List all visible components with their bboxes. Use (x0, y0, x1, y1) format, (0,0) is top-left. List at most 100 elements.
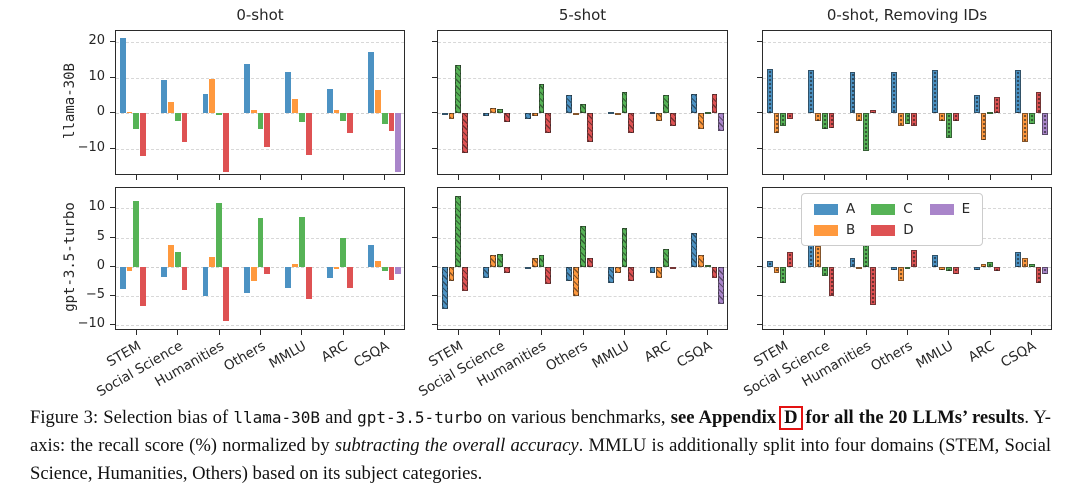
ytick-mark-y10 (757, 207, 762, 209)
bar-B-MMLU (939, 266, 946, 270)
subplot-llama-30B-5-shot (437, 30, 728, 175)
bar-C-STEM (133, 113, 140, 130)
row-label-llama-30B: llama-30B (62, 62, 78, 139)
bar-B-MMLU (292, 99, 299, 114)
bar-A-STEM (119, 266, 126, 289)
legend-label-A: A (846, 201, 856, 217)
caption-segment-10: . Y-axis: the recall score (%) normalize… (30, 407, 1051, 456)
bar-B-CSQA (697, 113, 704, 130)
bar-C-Social Science (821, 113, 828, 130)
bar-C-ARC (663, 95, 670, 114)
bar-C-STEM (133, 201, 140, 267)
bar-A-Humanities (524, 113, 531, 119)
xtick-label-CSQA: CSQA (351, 338, 393, 371)
bar-E-CSQA (718, 113, 725, 132)
bar-A-STEM (766, 260, 773, 267)
ytick-mark-y20 (110, 40, 115, 42)
ytick-mark-y10 (110, 207, 115, 209)
ytick-label-y0: 0 (96, 257, 105, 273)
xtick-mark-Social Science (177, 175, 179, 180)
xtick-label-CSQA: CSQA (998, 338, 1040, 371)
subplot-gpt-3.5-turbo-0-shot (115, 187, 405, 330)
ytick-label-y-5: −5 (85, 287, 105, 303)
ytick-mark-y10 (432, 207, 437, 209)
subplot-title-0-shot, Removing IDs: 0-shot, Removing IDs (826, 6, 988, 24)
bar-B-STEM (773, 113, 780, 134)
bar-B-Social Science (167, 245, 174, 267)
bar-B-MMLU (939, 113, 946, 121)
ytick-label-y0: 0 (96, 104, 105, 120)
subplot-gpt-3.5-turbo-5-shot (437, 187, 728, 330)
subplot-llama-30B-0-shot, Removing IDs (762, 30, 1052, 175)
bar-C-Social Science (821, 266, 828, 276)
bar-D-ARC (994, 97, 1001, 114)
xtick-mark-MMLU (624, 175, 626, 180)
ytick-mark-y-10 (757, 148, 762, 150)
gridline-y0 (438, 266, 727, 268)
ytick-mark-y20 (757, 40, 762, 42)
bar-B-Humanities (856, 266, 863, 269)
xtick-mark-Others (260, 175, 261, 180)
legend-entry-E: E (929, 201, 970, 217)
ytick-mark-y0 (757, 265, 762, 267)
bar-B-MMLU (614, 113, 621, 116)
bar-D-CSQA (711, 93, 718, 114)
bar-D-MMLU (952, 266, 959, 274)
xtick-mark-ARC (989, 330, 991, 335)
bar-B-ARC (980, 263, 987, 267)
bar-A-ARC (973, 266, 980, 270)
gridline-y-5 (438, 295, 727, 297)
bar-B-ARC (980, 113, 987, 141)
bar-B-CSQA (1022, 258, 1028, 267)
bar-B-ARC (656, 266, 663, 279)
xtick-mark-ARC (665, 330, 667, 335)
subplot-gpt-3.5-turbo-0-shot, Removing IDs: AB CD E (762, 187, 1052, 330)
bar-A-MMLU (608, 266, 614, 284)
bar-B-STEM (773, 266, 780, 273)
gridline-y10 (438, 208, 727, 210)
bar-C-CSQA (1028, 263, 1035, 267)
gridline-y10 (763, 77, 1051, 79)
caption-segment-12: . MMLU is additionally split into four d… (30, 435, 1051, 484)
ytick-mark-y0 (110, 265, 115, 267)
xtick-mark-Humanities (865, 330, 867, 335)
xtick-label-MMLU: MMLU (266, 338, 310, 372)
gridline-y-10 (763, 325, 1051, 327)
bar-A-CSQA (1015, 252, 1022, 267)
bar-A-STEM (441, 113, 448, 116)
bar-D-CSQA (388, 266, 395, 280)
xtick-mark-Humanities (865, 175, 867, 180)
ytick-label-y20: 20 (88, 32, 105, 48)
xtick-label-Others: Others (867, 338, 915, 375)
figure-caption: Figure 3: Selection bias of llama-30B an… (30, 404, 1051, 488)
bar-A-MMLU (608, 111, 614, 114)
subplot-title-0-shot: 0-shot (236, 6, 284, 24)
bar-B-MMLU (614, 266, 621, 273)
bar-E-CSQA (1042, 266, 1049, 274)
xtick-mark-MMLU (948, 330, 950, 335)
bar-D-Others (586, 113, 593, 142)
bar-D-Social Science (181, 113, 188, 142)
xtick-mark-Humanities (540, 175, 542, 180)
gridline-y20 (116, 41, 404, 43)
bar-D-Others (264, 266, 271, 274)
gridline-y10 (116, 208, 404, 210)
bar-A-CSQA (691, 93, 697, 114)
bar-B-Humanities (531, 258, 538, 267)
bar-C-STEM (780, 113, 787, 126)
xtick-mark-MMLU (301, 175, 303, 180)
bar-A-MMLU (932, 255, 939, 267)
legend-entry-D: D (871, 222, 914, 238)
bar-D-CSQA (1035, 91, 1042, 114)
xtick-mark-Others (260, 330, 261, 335)
bar-A-Others (566, 266, 573, 282)
bar-A-MMLU (285, 266, 292, 288)
gridline-y-10 (116, 325, 404, 327)
bar-E-CSQA (1042, 113, 1049, 135)
ytick-mark-y0 (110, 112, 115, 114)
caption-segment-7[interactable]: D (779, 406, 803, 430)
xtick-mark-MMLU (301, 330, 303, 335)
bar-C-Social Science (496, 109, 503, 114)
bar-A-ARC (326, 266, 333, 279)
caption-segment-9: the 20 LLMs’ results (858, 407, 1025, 428)
